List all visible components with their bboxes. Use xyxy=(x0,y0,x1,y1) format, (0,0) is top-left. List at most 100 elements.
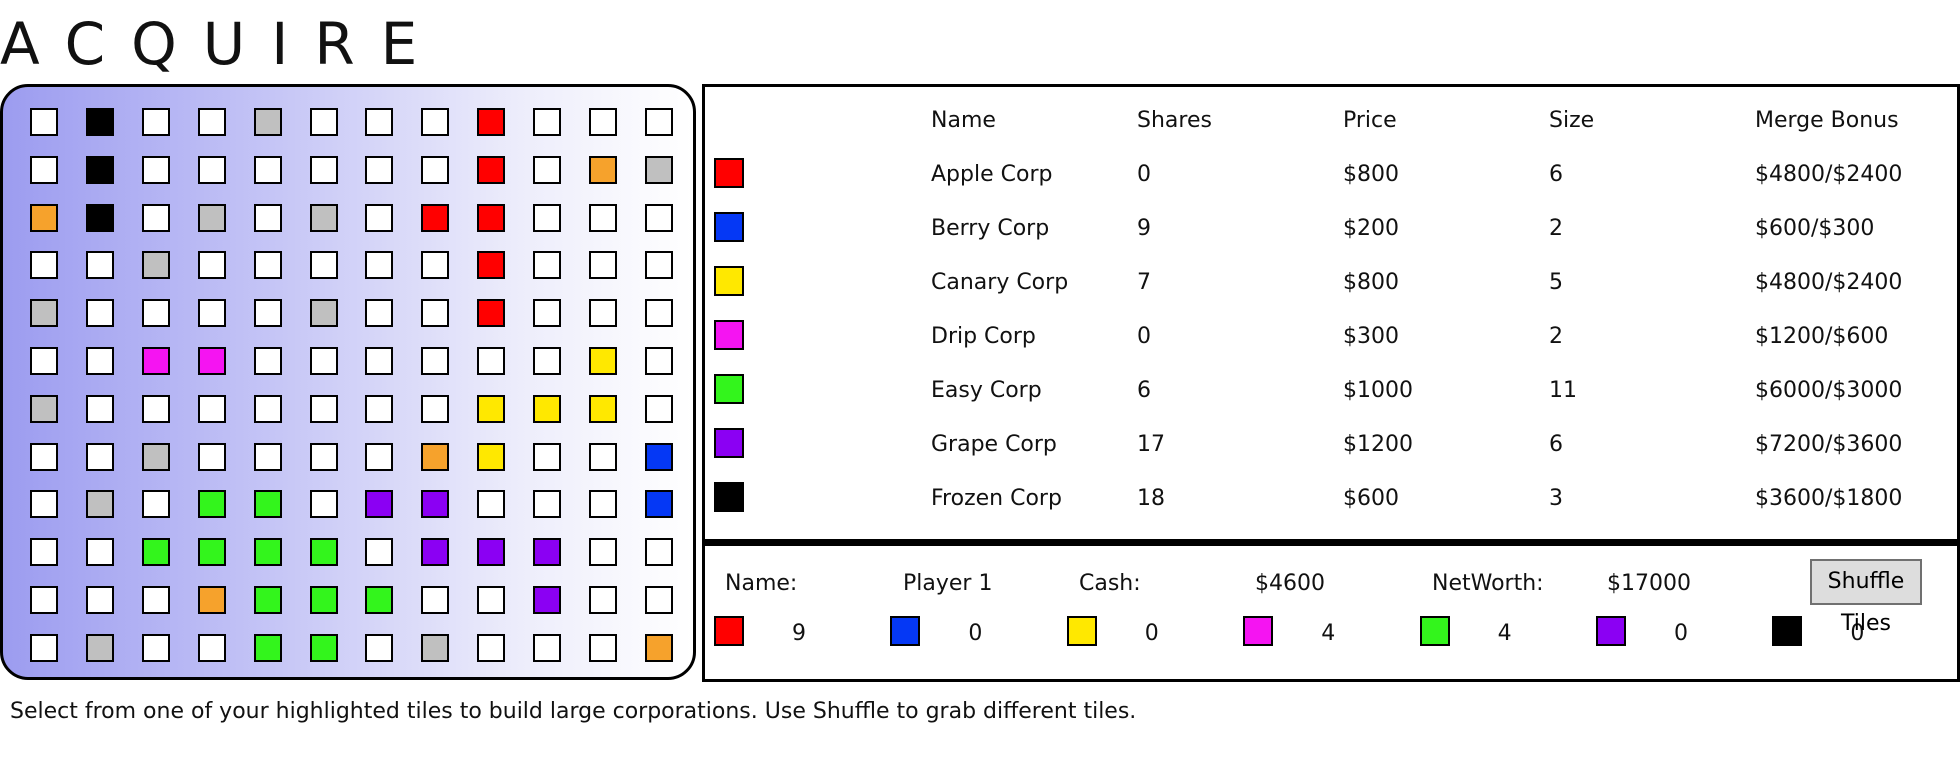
board-tile-gray[interactable] xyxy=(309,299,338,328)
board-tile-empty[interactable] xyxy=(253,251,282,280)
board-tile-blue[interactable] xyxy=(644,442,673,471)
board-tile-gray[interactable] xyxy=(85,490,114,519)
board-tile-green[interactable] xyxy=(197,538,226,567)
board-tile-empty[interactable] xyxy=(85,586,114,614)
board-tile-red[interactable] xyxy=(421,203,450,232)
board-tile-empty[interactable] xyxy=(477,490,506,519)
board-tile-yellow[interactable] xyxy=(533,394,562,423)
board-tile-empty[interactable] xyxy=(533,299,562,328)
board-tile-empty[interactable] xyxy=(365,299,394,328)
board-tile-empty[interactable] xyxy=(644,203,673,232)
board-tile-orange[interactable] xyxy=(197,586,226,614)
board-tile-yellow[interactable] xyxy=(477,394,506,423)
board-tile-empty[interactable] xyxy=(365,251,394,280)
board-tile-empty[interactable] xyxy=(309,251,338,280)
board-tile-empty[interactable] xyxy=(533,347,562,375)
board-tile-empty[interactable] xyxy=(197,299,226,328)
board-tile-empty[interactable] xyxy=(309,108,338,136)
board-tile-gray[interactable] xyxy=(30,299,58,328)
board-tile-empty[interactable] xyxy=(365,538,394,567)
board-tile-empty[interactable] xyxy=(253,155,282,184)
board-tile-empty[interactable] xyxy=(421,251,450,280)
board-tile-empty[interactable] xyxy=(533,442,562,471)
board-tile-empty[interactable] xyxy=(533,633,562,662)
board-tile-green[interactable] xyxy=(141,538,170,567)
board-tile-empty[interactable] xyxy=(477,347,506,375)
board-tile-green[interactable] xyxy=(253,538,282,567)
board-tile-empty[interactable] xyxy=(197,442,226,471)
board-tile-magenta[interactable] xyxy=(141,347,170,375)
board-tile-empty[interactable] xyxy=(309,347,338,375)
board-tile-empty[interactable] xyxy=(309,155,338,184)
board-tile-blue[interactable] xyxy=(644,490,673,519)
board-tile-empty[interactable] xyxy=(141,490,170,519)
board-tile-green[interactable] xyxy=(253,490,282,519)
board-tile-gray[interactable] xyxy=(644,155,673,184)
board-tile-red[interactable] xyxy=(477,299,506,328)
board-tile-black[interactable] xyxy=(85,155,114,184)
board-tile-empty[interactable] xyxy=(30,347,58,375)
board-tile-yellow[interactable] xyxy=(589,394,617,423)
board-tile-empty[interactable] xyxy=(533,108,562,136)
board-tile-empty[interactable] xyxy=(85,394,114,423)
board-tile-empty[interactable] xyxy=(589,442,617,471)
board-tile-empty[interactable] xyxy=(589,490,617,519)
board-tile-empty[interactable] xyxy=(309,394,338,423)
board-tile-empty[interactable] xyxy=(309,490,338,519)
board-tile-empty[interactable] xyxy=(421,394,450,423)
board-tile-empty[interactable] xyxy=(197,155,226,184)
board-tile-empty[interactable] xyxy=(421,347,450,375)
board-tile-red[interactable] xyxy=(477,251,506,280)
board-tile-empty[interactable] xyxy=(309,442,338,471)
board-tile-empty[interactable] xyxy=(30,155,58,184)
board-tile-empty[interactable] xyxy=(421,299,450,328)
board-tile-empty[interactable] xyxy=(85,347,114,375)
board-tile-empty[interactable] xyxy=(141,586,170,614)
board-tile-green[interactable] xyxy=(309,538,338,567)
board-tile-gray[interactable] xyxy=(85,633,114,662)
board-tile-purple[interactable] xyxy=(421,490,450,519)
board-tile-empty[interactable] xyxy=(589,586,617,614)
board-tile-empty[interactable] xyxy=(365,108,394,136)
board-tile-empty[interactable] xyxy=(30,490,58,519)
board-tile-empty[interactable] xyxy=(365,442,394,471)
board-tile-empty[interactable] xyxy=(30,442,58,471)
board-tile-empty[interactable] xyxy=(589,538,617,567)
board-tile-empty[interactable] xyxy=(253,203,282,232)
board-tile-gray[interactable] xyxy=(253,108,282,136)
board-tile-empty[interactable] xyxy=(533,490,562,519)
board-tile-empty[interactable] xyxy=(589,633,617,662)
board-tile-green[interactable] xyxy=(253,586,282,614)
board-tile-purple[interactable] xyxy=(533,586,562,614)
board-tile-empty[interactable] xyxy=(141,394,170,423)
board-tile-empty[interactable] xyxy=(644,394,673,423)
board-tile-empty[interactable] xyxy=(141,633,170,662)
board-tile-empty[interactable] xyxy=(253,442,282,471)
board-tile-red[interactable] xyxy=(477,203,506,232)
board-tile-magenta[interactable] xyxy=(197,347,226,375)
board-tile-empty[interactable] xyxy=(421,586,450,614)
board-tile-empty[interactable] xyxy=(533,155,562,184)
board-tile-empty[interactable] xyxy=(30,108,58,136)
board-tile-empty[interactable] xyxy=(30,633,58,662)
board-tile-empty[interactable] xyxy=(85,299,114,328)
board-tile-empty[interactable] xyxy=(365,203,394,232)
board-tile-empty[interactable] xyxy=(421,155,450,184)
board-tile-green[interactable] xyxy=(365,586,394,614)
board-tile-red[interactable] xyxy=(477,155,506,184)
board-tile-empty[interactable] xyxy=(253,347,282,375)
board-tile-empty[interactable] xyxy=(253,299,282,328)
board-tile-gray[interactable] xyxy=(141,442,170,471)
board-tile-empty[interactable] xyxy=(644,347,673,375)
board-tile-green[interactable] xyxy=(309,633,338,662)
board-tile-empty[interactable] xyxy=(589,108,617,136)
board-tile-empty[interactable] xyxy=(365,155,394,184)
board-tile-orange[interactable] xyxy=(644,633,673,662)
board-tile-empty[interactable] xyxy=(589,251,617,280)
board-tile-empty[interactable] xyxy=(197,108,226,136)
board-tile-empty[interactable] xyxy=(421,108,450,136)
board-tile-empty[interactable] xyxy=(644,299,673,328)
board-tile-green[interactable] xyxy=(253,633,282,662)
board-tile-empty[interactable] xyxy=(533,251,562,280)
board-tile-orange[interactable] xyxy=(30,203,58,232)
